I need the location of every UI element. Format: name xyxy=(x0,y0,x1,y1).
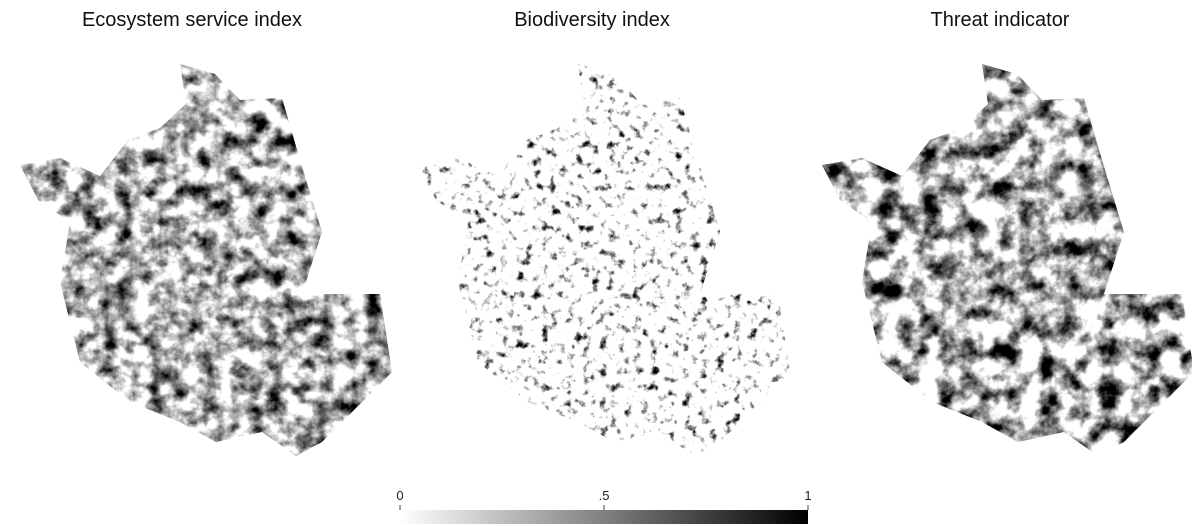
colorbar xyxy=(400,510,808,524)
map-biodiversity xyxy=(398,50,798,470)
colorbar-tick-label: 1 xyxy=(804,488,811,503)
colorbar-tick-label: .5 xyxy=(599,488,610,503)
figure: Ecosystem service index Biodiversity ind… xyxy=(0,0,1192,526)
panel-title: Ecosystem service index xyxy=(82,9,302,31)
panel-title: Threat indicator xyxy=(931,9,1070,31)
colorbar-tick-label: 0 xyxy=(396,488,403,503)
map-ecosystem xyxy=(0,50,400,470)
map-threat xyxy=(800,50,1192,470)
panel-title: Biodiversity index xyxy=(514,9,670,31)
